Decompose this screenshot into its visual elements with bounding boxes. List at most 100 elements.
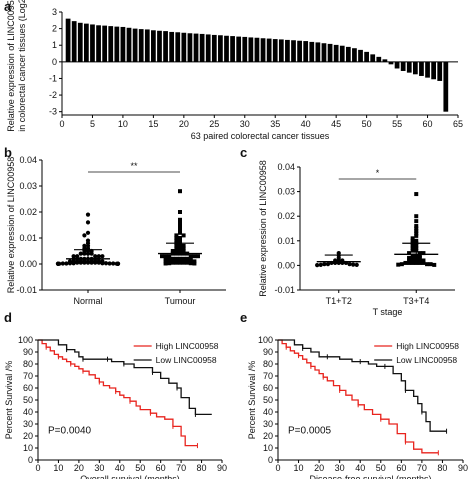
b-point [188,254,193,259]
e-series-low [278,339,447,432]
a-x-tick-label: 45 [331,119,341,129]
a-y-tick-label: -3 [49,107,57,117]
d-y-tick-label: 10 [23,443,33,453]
a-bar [309,41,315,62]
a-bar [315,42,321,62]
c-point [315,263,320,268]
a-bar [327,43,333,62]
c-point [417,256,422,261]
a-bar [297,40,302,62]
c-point [417,258,422,263]
a-x-tick-label: 65 [453,119,463,129]
a-bar [260,38,266,62]
c-point [414,214,419,219]
c-point [410,258,415,263]
a-x-tick-label: 25 [209,119,219,129]
a-bar [443,61,449,112]
panel-label-b: b [4,145,12,160]
a-bar [175,32,181,62]
b-point [96,260,101,265]
e-y-tick-label: 60 [263,383,273,393]
b-point [178,236,182,240]
b-point [167,256,172,261]
c-point [354,262,359,268]
c-x-tick-label: T3+T4 [403,296,429,306]
panel-label-c: c [240,145,247,160]
b-point [178,225,182,230]
b-point [185,256,190,261]
c-point [414,260,419,265]
a-bar [345,46,351,62]
a-bar [272,39,278,62]
a-x-tick-label: 60 [423,119,433,129]
c-point [417,253,422,258]
b-point [192,261,197,266]
a-bar [376,56,382,62]
c-point [414,226,419,231]
c-y-axis-label: Relative expression of LINC00958 [258,160,268,297]
b-y-tick-label: 0.04 [19,155,37,165]
c-point [403,260,408,265]
a-bar [193,33,199,62]
panel-label-a: a [4,0,12,14]
a-bar [181,32,187,62]
a-bar [285,39,290,62]
e-p-value: P=0.0005 [288,426,332,437]
b-y-tick-label: 0.00 [19,259,37,269]
e-x-tick-label: 60 [396,463,406,473]
b-point [188,256,193,261]
a-bar [437,61,443,81]
a-bar [382,59,388,62]
c-point [417,260,422,265]
b-point [107,261,112,266]
a-bar [370,54,376,62]
b-point [100,254,105,259]
c-point [322,262,327,267]
d-x-axis-label: Overall survival (months) [80,474,180,479]
d-x-tick-label: 70 [176,463,186,473]
c-point [417,251,422,256]
c-y-tick-label: 0.02 [277,211,295,221]
a-x-tick-label: 55 [392,119,402,129]
a-bar [400,61,406,71]
a-x-tick-label: 30 [240,119,250,129]
e-y-tick-label: 50 [263,395,273,405]
b-point [174,246,179,251]
b-point [192,259,197,264]
b-point [85,260,91,265]
b-point [167,254,172,259]
b-point [181,246,186,251]
b-point [89,251,94,256]
c-point [414,253,419,258]
c-point [410,253,415,258]
a-bar [291,40,296,62]
a-bar [157,30,162,62]
b-point [192,254,197,259]
a-bar [205,34,211,62]
b-point [163,256,168,261]
b-point [78,260,83,265]
b-point [185,260,190,265]
d-x-tick-label: 90 [217,463,227,473]
e-series-high [278,339,439,454]
b-point [170,260,175,265]
a-y-tick-label: -2 [49,90,57,100]
a-y-tick-label: 0 [52,57,57,67]
e-legend-label: Low LINC00958 [396,355,457,365]
b-point [178,223,182,227]
a-bar [187,33,193,62]
a-bar [394,61,400,69]
b-point [181,256,186,261]
d-y-tick-label: 0 [28,455,33,465]
a-x-tick-label: 20 [179,119,189,129]
b-point [85,212,91,217]
a-bar [163,31,168,62]
e-x-tick-label: 50 [376,463,386,473]
c-point [414,192,419,197]
d-y-tick-label: 100 [18,335,33,345]
a-bar [90,24,95,62]
d-series-low [38,339,212,416]
b-point [111,261,116,266]
panel-label-e: e [240,310,247,325]
b-point [82,260,87,265]
